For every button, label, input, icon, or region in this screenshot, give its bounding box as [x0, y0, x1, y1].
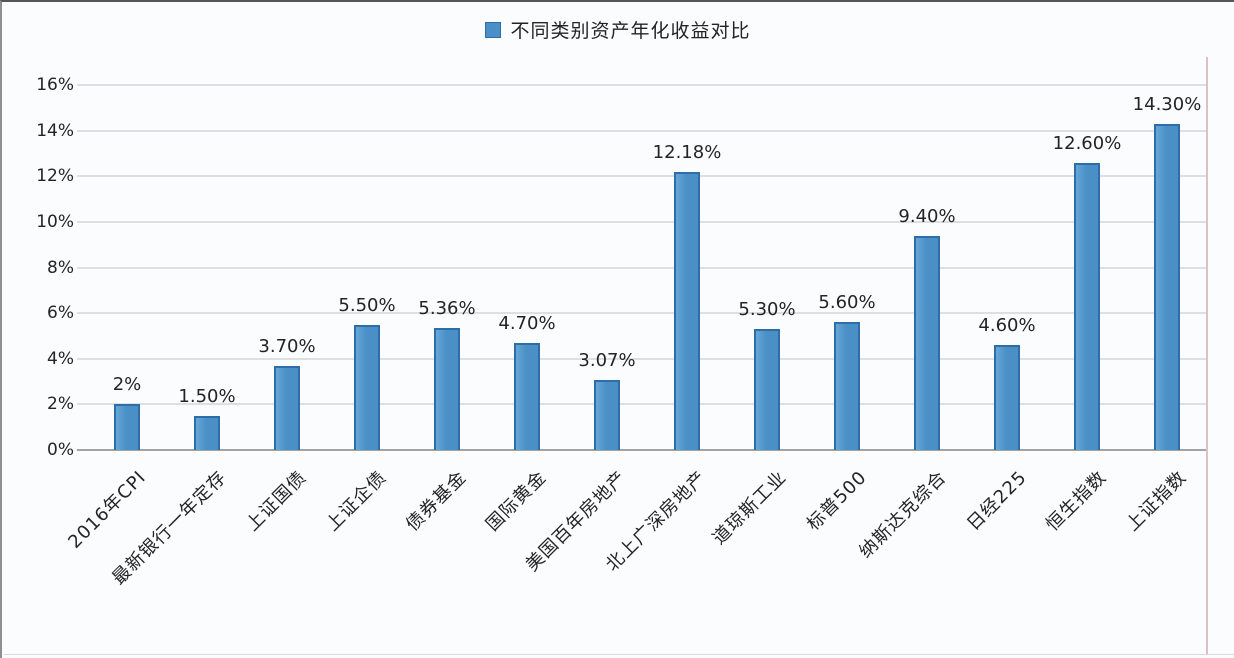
- bar-slot: 3.70%: [247, 85, 327, 450]
- bar-value-label: 5.60%: [818, 292, 876, 314]
- bar-value-label: 4.60%: [978, 315, 1036, 337]
- bar-slot: 5.30%: [727, 85, 807, 450]
- bar: [114, 404, 140, 450]
- bar-value-label: 12.18%: [652, 142, 722, 164]
- bar: [434, 327, 460, 450]
- photo-edge-right: [1206, 57, 1208, 654]
- bar: [994, 345, 1020, 450]
- bar-value-label: 9.40%: [898, 205, 956, 227]
- y-axis-tick-label: 8%: [47, 257, 74, 278]
- bar: [1074, 162, 1100, 450]
- bar: [1154, 123, 1180, 450]
- x-axis-label: 债券基金: [402, 466, 471, 536]
- bar: [754, 329, 780, 450]
- y-axis-tick-label: 0%: [47, 440, 74, 460]
- bar: [194, 415, 220, 450]
- x-axis-label: 国际黄金: [482, 466, 551, 536]
- bar-slot: 12.18%: [647, 85, 727, 450]
- legend-label: 不同类别资产年化收益对比: [510, 20, 751, 42]
- bar-value-label: 4.70%: [498, 312, 556, 334]
- x-axis-line: [77, 449, 1207, 451]
- bar-slot: 4.60%: [967, 85, 1047, 450]
- gridline: [77, 266, 1207, 269]
- plot-area: 2% 1.50% 3.70% 5.50% 5.36% 4.70% 3.07% 12.18% 5.…: [77, 84, 1207, 451]
- gridline: [77, 312, 1207, 315]
- x-axis-label: 道琼斯工业: [708, 466, 791, 549]
- bar-value-label: 3.70%: [258, 335, 316, 357]
- x-axis-label: 日经225: [962, 466, 1031, 535]
- y-axis-tick-label: 10%: [36, 211, 74, 232]
- legend-marker-icon: [485, 21, 502, 38]
- bar-value-label: 2%: [112, 374, 142, 396]
- bar-slot: 3.07%: [567, 85, 647, 450]
- gridline: [77, 403, 1207, 406]
- gridline: [77, 220, 1207, 223]
- y-axis-tick-label: 16%: [36, 75, 74, 95]
- bar-slot: 1.50%: [167, 85, 247, 450]
- bar: [594, 380, 620, 450]
- photo-edge-bottom: [4, 654, 1234, 655]
- bar-value-label: 3.07%: [578, 350, 636, 371]
- bar-slot: 9.40%: [887, 85, 967, 450]
- x-axis-label: 标普500: [802, 466, 871, 535]
- bar: [834, 322, 860, 450]
- bar-slot: 14.30%: [1127, 85, 1207, 450]
- bar: [274, 365, 300, 450]
- bar-value-label: 14.30%: [1132, 93, 1202, 115]
- bar-slot: 5.50%: [327, 85, 407, 450]
- x-axis-label: 上证企债: [322, 466, 391, 536]
- bar-value-label: 5.50%: [338, 294, 396, 316]
- gridline: [77, 175, 1207, 178]
- bar: [514, 342, 540, 450]
- y-axis-tick-label: 14%: [36, 120, 74, 141]
- x-axis-label: 上证指数: [1122, 466, 1191, 536]
- bar: [354, 324, 380, 450]
- bar-value-label: 5.30%: [738, 299, 796, 321]
- gridline: [77, 129, 1207, 132]
- y-axis-tick-label: 12%: [36, 166, 74, 187]
- gridline: [77, 84, 1207, 86]
- x-axis-label: 上证国债: [242, 466, 311, 536]
- bar-value-label: 5.36%: [418, 297, 476, 319]
- bar: [914, 235, 940, 450]
- y-axis-tick-label: 2%: [47, 394, 74, 415]
- gridline: [77, 357, 1207, 360]
- bar-slot: 12.60%: [1047, 85, 1127, 450]
- x-axis-label: 恒生指数: [1042, 466, 1111, 536]
- bar-slot: 4.70%: [487, 85, 567, 450]
- bar-slot: 2%: [87, 85, 167, 450]
- y-axis-tick-label: 4%: [47, 348, 74, 369]
- bar-value-label: 1.50%: [178, 385, 236, 407]
- bar-value-label: 12.60%: [1052, 132, 1122, 154]
- bar-slot: 5.60%: [807, 85, 887, 450]
- y-axis-tick-label: 6%: [47, 303, 74, 324]
- chart-legend: 不同类别资产年化收益对比: [2, 16, 1234, 43]
- bar: [674, 172, 700, 450]
- bar-slot: 5.36%: [407, 85, 487, 450]
